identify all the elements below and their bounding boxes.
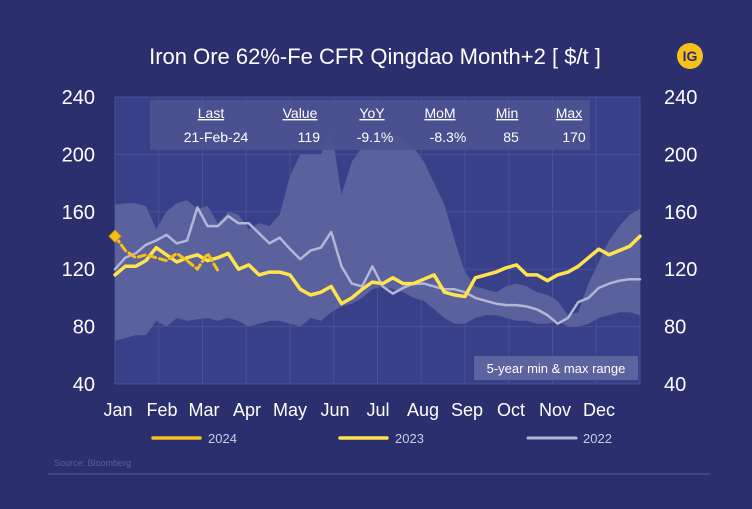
y-tick-right: 200 [664, 144, 697, 166]
stat-header: Max [556, 105, 582, 121]
y-axis-right: 40 80 120 160 200 240 [664, 87, 697, 396]
stats-table: Last Value YoY MoM Min Max 21-Feb-24 119 -9.1% -8… [184, 105, 586, 145]
logo-text: IG [683, 48, 698, 64]
x-tick-label: Aug [407, 400, 439, 420]
y-tick-right: 120 [664, 259, 697, 281]
range-label: 5-year min & max range [487, 361, 626, 376]
x-tick-label: Jul [366, 400, 389, 420]
range-label-box [474, 356, 638, 380]
y-axis-left: 40 80 120 160 200 240 [62, 87, 95, 396]
stat-value: 21-Feb-24 [184, 129, 249, 145]
source-note: Source: Bloomberg [54, 458, 131, 468]
stat-value: 85 [503, 129, 519, 145]
stat-header: Value [283, 105, 318, 121]
series-2024-start-marker [108, 229, 122, 243]
y-tick-right: 160 [664, 202, 697, 224]
x-tick-label: Nov [539, 400, 571, 420]
y-tick-left: 80 [73, 317, 95, 339]
x-tick-label: Jan [103, 400, 132, 420]
y-tick-left: 120 [62, 259, 95, 281]
stat-value: 119 [298, 129, 321, 145]
stat-header: Min [496, 105, 519, 121]
series-lines [108, 206, 642, 325]
stat-header: Last [198, 105, 225, 121]
legend-label-2022: 2022 [583, 431, 612, 446]
legend: 2024 2023 2022 [151, 431, 612, 446]
stats-box [150, 100, 590, 150]
logo-circle [677, 43, 703, 69]
y-tick-left: 240 [62, 87, 95, 109]
stat-value: -9.1% [357, 129, 394, 145]
series-line-2024 [113, 234, 220, 273]
x-tick-label: May [273, 400, 307, 420]
min-max-band [115, 128, 640, 341]
stat-value: -8.3% [430, 129, 467, 145]
legend-label-2023: 2023 [395, 431, 424, 446]
x-tick-label: Apr [233, 400, 261, 420]
x-axis: Jan Feb Mar Apr May Jun Jul Aug Sep Oct Nov Dec [103, 400, 615, 420]
y-tick-right: 80 [664, 317, 686, 339]
y-tick-left: 160 [62, 202, 95, 224]
y-tick-right: 240 [664, 87, 697, 109]
chart-title: Iron Ore 62%-Fe CFR Qingdao Month+2 [ $/… [149, 44, 601, 69]
x-tick-label: Jun [320, 400, 349, 420]
x-tick-label: Sep [451, 400, 483, 420]
legend-label-2024: 2024 [208, 431, 237, 446]
stat-value: 170 [562, 129, 586, 145]
ig-logo: IG [677, 43, 703, 69]
series-line-2022 [113, 206, 642, 325]
stat-header: MoM [424, 105, 455, 121]
y-tick-left: 200 [62, 144, 95, 166]
x-tick-label: Oct [497, 400, 525, 420]
y-tick-left: 40 [73, 374, 95, 396]
x-tick-label: Mar [189, 400, 220, 420]
series-line-2023 [113, 234, 642, 306]
y-tick-right: 40 [664, 374, 686, 396]
x-tick-label: Feb [146, 400, 177, 420]
stat-header: YoY [359, 105, 385, 121]
x-tick-label: Dec [583, 400, 615, 420]
